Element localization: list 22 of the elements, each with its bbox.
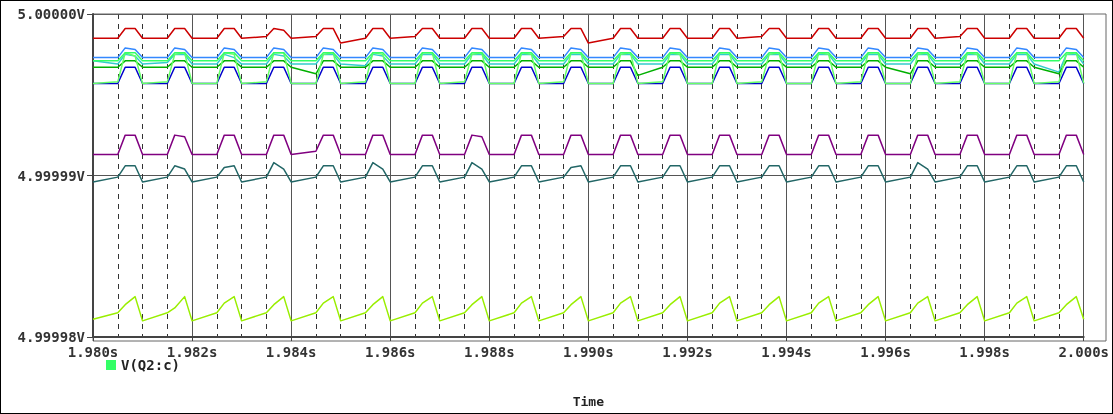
line-series bbox=[92, 134, 1085, 156]
line-series bbox=[92, 295, 1085, 322]
x-tick-label: 1.992s bbox=[662, 344, 713, 360]
line-series bbox=[92, 60, 1085, 77]
y-tick-label: 5.00000V bbox=[17, 6, 86, 22]
x-tick-label: 1.994s bbox=[761, 344, 812, 360]
x-tick-label: 1.984s bbox=[265, 344, 317, 360]
x-tick-label: 1.996s bbox=[860, 344, 911, 360]
y-tick-label: 4.99999V bbox=[17, 167, 86, 184]
x-tick-label: 1.982s bbox=[166, 344, 218, 360]
x-tick-label: 1.980s bbox=[67, 344, 119, 360]
line-series bbox=[92, 27, 1085, 44]
x-tick-label: 2.000s bbox=[1058, 344, 1109, 360]
legend-label: V(Q2:c) bbox=[121, 357, 181, 373]
y-tick-label: 4.99998V bbox=[17, 329, 86, 345]
x-tick-label: 1.998s bbox=[959, 344, 1010, 360]
x-tick-label: 1.986s bbox=[364, 344, 416, 360]
line-series bbox=[92, 52, 1085, 85]
line-series bbox=[92, 161, 1085, 183]
x-tick-label: 1.988s bbox=[464, 344, 515, 360]
x-tick-label: 1.990s bbox=[563, 344, 614, 360]
x-axis-title: Time bbox=[572, 394, 605, 409]
